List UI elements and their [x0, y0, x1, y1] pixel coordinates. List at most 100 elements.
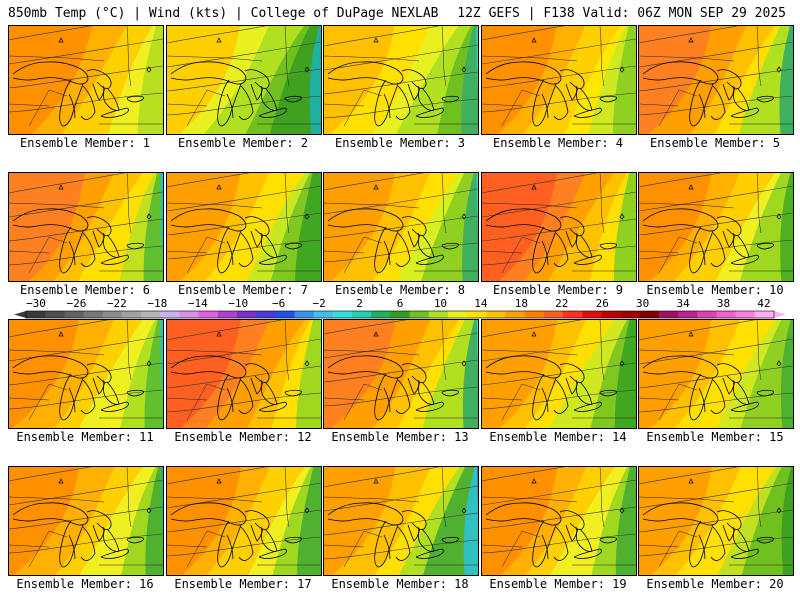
temperature-field: [482, 467, 636, 575]
colorbar-swatch: [83, 311, 104, 318]
colorbar-tick-label: 22: [555, 297, 568, 310]
colorbar-swatch: [486, 311, 506, 318]
ensemble-member-label: Ensemble Member: 12: [174, 430, 312, 444]
temperature-field: [9, 467, 163, 575]
colorbar-tick-label: 26: [596, 297, 609, 310]
model-run-info: 12Z GEFS | F138 Valid: 06Z MON SEP 29 20…: [457, 6, 786, 21]
colorbar-tick-label: 6: [397, 297, 404, 310]
ensemble-member-label: Ensemble Member: 8: [334, 283, 466, 297]
ensemble-member-label: Ensemble Member: 16: [16, 577, 154, 591]
ensemble-member-label: Ensemble Member: 7: [177, 283, 309, 297]
colorbar-swatch: [563, 311, 583, 318]
ensemble-member-label: Ensemble Member: 11: [16, 430, 154, 444]
temperature-field: [9, 173, 163, 281]
colorbar-swatch: [64, 311, 84, 318]
colorbar-tick-label: 14: [474, 297, 488, 310]
colorbar-tick-label: 38: [717, 297, 730, 310]
ensemble-member-map: [8, 466, 164, 576]
temperature-field: [167, 320, 321, 428]
colorbar-swatch: [543, 311, 564, 318]
colorbar-swatch: [735, 311, 756, 318]
colorbar-swatch: [409, 311, 430, 318]
colorbar-tick-label: −30: [26, 297, 46, 310]
ensemble-member-map: [638, 25, 794, 135]
temperature-field: [167, 173, 321, 281]
ensemble-member-map: [166, 25, 322, 135]
ensemble-member-map: [323, 466, 479, 576]
colorbar-swatch: [467, 311, 487, 318]
colorbar-swatch: [141, 311, 161, 318]
colorbar-swatch: [236, 311, 257, 318]
colorbar-tick-label: 42: [757, 297, 770, 310]
colorbar-max-arrow: [774, 311, 786, 318]
colorbar-tick-label: −22: [107, 297, 127, 310]
temperature-field: [482, 173, 636, 281]
ensemble-member-map: [638, 466, 794, 576]
colorbar-swatch: [754, 311, 775, 318]
colorbar-swatch: [524, 311, 545, 318]
ensemble-member-label: Ensemble Member: 13: [331, 430, 469, 444]
ensemble-member-label: Ensemble Member: 19: [489, 577, 627, 591]
ensemble-member-label: Ensemble Member: 18: [331, 577, 469, 591]
ensemble-member-map: [8, 319, 164, 429]
ensemble-member-label: Ensemble Member: 5: [649, 136, 781, 150]
colorbar-swatch: [390, 311, 410, 318]
temperature-field: [324, 320, 478, 428]
temperature-field: [482, 320, 636, 428]
ensemble-member-map: [481, 172, 637, 282]
ensemble-member-map: [8, 25, 164, 135]
ensemble-member-map: [481, 319, 637, 429]
colorbar-swatch: [102, 311, 123, 318]
colorbar-swatch: [332, 311, 353, 318]
temperature-field: [167, 467, 321, 575]
ensemble-member-label: Ensemble Member: 2: [177, 136, 309, 150]
ensemble-member-label: Ensemble Member: 17: [174, 577, 312, 591]
ensemble-member-label: Ensemble Member: 9: [492, 283, 624, 297]
colorbar-swatch: [639, 311, 660, 318]
colorbar-swatch: [256, 311, 276, 318]
colorbar-tick-label: 2: [356, 297, 363, 310]
temperature-field: [639, 173, 793, 281]
temperature-field: [482, 26, 636, 134]
colorbar-swatch: [601, 311, 621, 318]
temperature-field: [9, 26, 163, 134]
colorbar-outline: [25, 310, 775, 319]
temperature-colorbar: −30 −26 −22 −18 −14 −10 −6 −2 2 6 10 14 18 22 26 30 34 38…: [14, 297, 786, 319]
colorbar-min-arrow: [14, 311, 26, 318]
ensemble-member-map: [323, 25, 479, 135]
ensemble-member-label: Ensemble Member: 15: [646, 430, 784, 444]
colorbar-swatch: [582, 311, 602, 318]
temperature-field: [324, 26, 478, 134]
temperature-field: [324, 173, 478, 281]
colorbar-swatch: [658, 311, 679, 318]
ensemble-member-map: [166, 172, 322, 282]
colorbar-swatch: [697, 311, 717, 318]
ensemble-member-label: Ensemble Member: 1: [19, 136, 151, 150]
colorbar-tick-label: 30: [636, 297, 649, 310]
colorbar-swatch: [160, 311, 180, 318]
temperature-field: [639, 26, 793, 134]
colorbar-tick-label: 18: [515, 297, 528, 310]
colorbar-tick-label: −2: [312, 297, 325, 310]
colorbar-swatch: [26, 311, 46, 318]
ensemble-member-map: [481, 466, 637, 576]
colorbar-swatch: [294, 311, 315, 318]
temperature-field: [324, 467, 478, 575]
ensemble-member-map: [323, 319, 479, 429]
colorbar-tick-label: 10: [434, 297, 447, 310]
colorbar-swatch: [447, 311, 468, 318]
colorbar-tick-label: −18: [147, 297, 167, 310]
temperature-field: [639, 467, 793, 575]
ensemble-member-map: [8, 172, 164, 282]
ensemble-member-label: Ensemble Member: 14: [489, 430, 627, 444]
ensemble-member-map: [638, 172, 794, 282]
ensemble-member-map: [323, 172, 479, 282]
temperature-field: [639, 320, 793, 428]
colorbar-swatch: [121, 311, 142, 318]
temperature-field: [167, 26, 321, 134]
ensemble-member-map: [166, 319, 322, 429]
colorbar-swatch: [505, 311, 526, 318]
chart-title: 850mb Temp (°C) | Wind (kts) | College o…: [8, 6, 439, 21]
ensemble-member-label: Ensemble Member: 10: [646, 283, 784, 297]
ensemble-member-label: Ensemble Member: 3: [334, 136, 466, 150]
